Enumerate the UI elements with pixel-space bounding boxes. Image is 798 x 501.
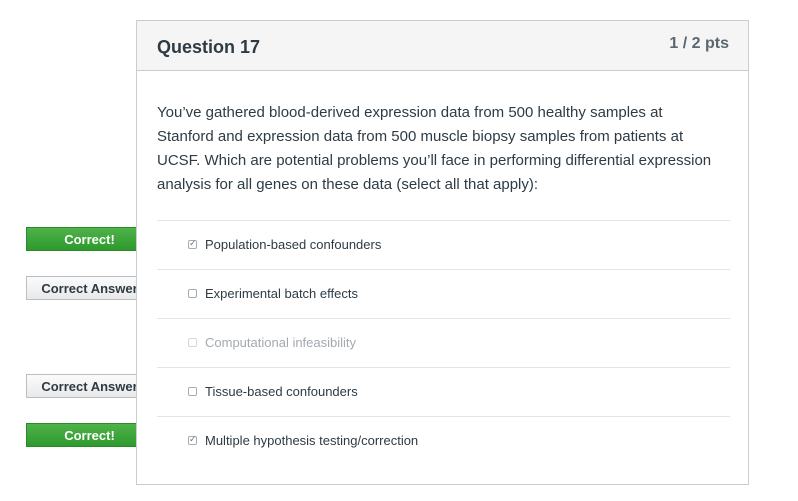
answer-list: ✓ Population-based confounders Experimen… <box>157 220 730 465</box>
correct-flag: Correct! <box>26 227 164 251</box>
checkbox-disabled <box>188 338 197 347</box>
checkbox-checked[interactable]: ✓ <box>188 434 197 445</box>
answer-option[interactable]: ✓ Multiple hypothesis testing/correction <box>157 416 730 465</box>
checkmark-icon: ✓ <box>189 238 197 248</box>
answer-label: Multiple hypothesis testing/correction <box>205 433 419 448</box>
answer-option[interactable]: ✓ Population-based confounders <box>157 220 730 269</box>
answer-label: Tissue-based confounders <box>205 384 358 399</box>
correct-flag: Correct! <box>26 423 164 447</box>
answer-option[interactable]: Tissue-based confounders <box>157 367 730 416</box>
answer-option: Computational infeasibility <box>157 318 730 367</box>
answer-label: Population-based confounders <box>205 237 382 252</box>
answer-option[interactable]: Experimental batch effects <box>157 269 730 318</box>
correct-answer-flag: Correct Answer <box>26 276 165 300</box>
question-card: Question 17 1 / 2 pts You’ve gathered bl… <box>136 20 749 485</box>
checkbox-unchecked[interactable] <box>188 387 197 396</box>
answer-label: Computational infeasibility <box>205 335 357 350</box>
correct-answer-flag: Correct Answer <box>26 374 165 398</box>
question-title: Question 17 <box>157 37 261 57</box>
checkbox-checked[interactable]: ✓ <box>188 238 197 249</box>
answer-label: Experimental batch effects <box>205 286 358 301</box>
question-text: You’ve gathered blood-derived expression… <box>157 104 712 193</box>
question-points: 1 / 2 pts <box>669 35 729 52</box>
question-header: Question 17 1 / 2 pts <box>137 21 748 71</box>
checkmark-icon: ✓ <box>189 434 197 444</box>
checkbox-unchecked[interactable] <box>188 289 197 298</box>
